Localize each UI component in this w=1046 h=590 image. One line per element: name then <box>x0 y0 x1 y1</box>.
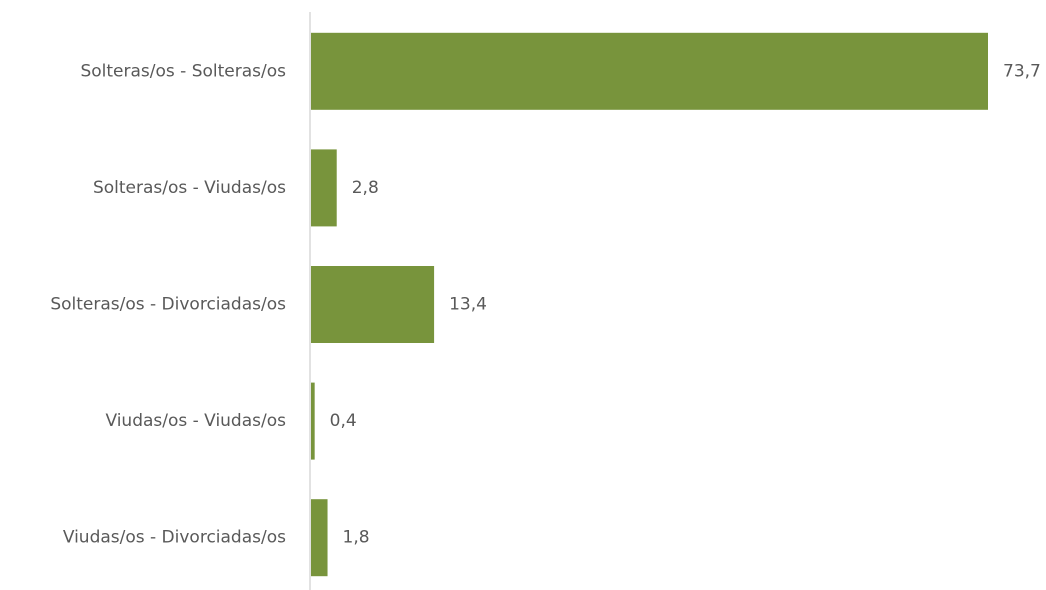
category-label: Solteras/os - Viudas/os <box>93 178 286 198</box>
data-label: 73,7 <box>1003 61 1041 81</box>
labels-layer: Solteras/os - Solteras/os 73,7 Solteras/os… <box>50 61 1041 547</box>
data-label: 0,4 <box>330 411 357 431</box>
bar <box>311 149 337 227</box>
data-label: 13,4 <box>449 295 487 315</box>
bar <box>311 382 315 460</box>
category-label: Viudas/os - Divorciadas/os <box>63 528 286 548</box>
bar <box>311 499 328 577</box>
data-label: 2,8 <box>352 178 379 198</box>
category-label: Solteras/os - Solteras/os <box>80 61 286 81</box>
category-label: Solteras/os - Divorciadas/os <box>50 295 286 315</box>
bars-layer <box>311 32 988 577</box>
data-label: 1,8 <box>343 528 370 548</box>
category-label: Viudas/os - Viudas/os <box>105 411 286 431</box>
bar <box>311 266 435 343</box>
bar <box>311 32 988 110</box>
